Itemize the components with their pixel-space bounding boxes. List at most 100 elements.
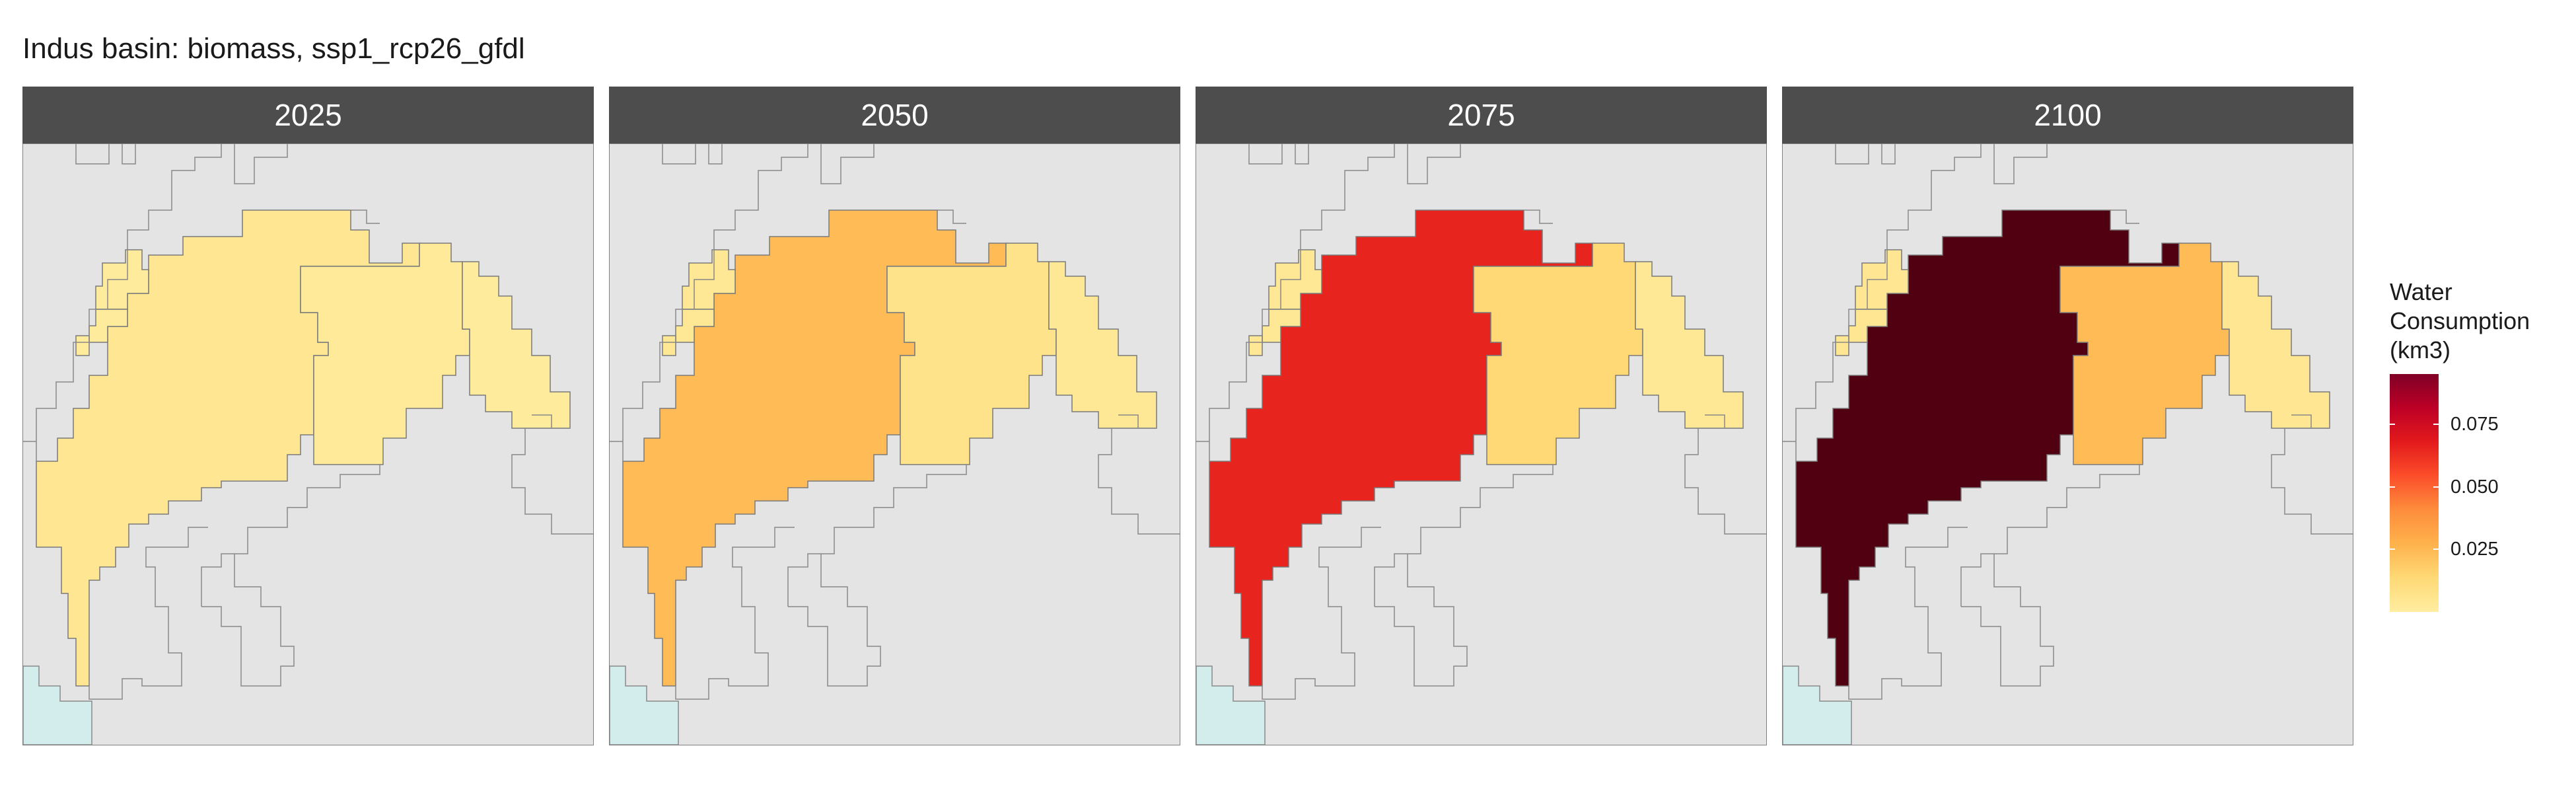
sea-area [1783, 665, 1852, 745]
panel-label: 2025 [274, 98, 342, 132]
map-panel-2050: 2050 [609, 87, 1180, 745]
map-area [1196, 143, 1767, 745]
boundary-line [1118, 414, 1139, 428]
basin-map [23, 144, 593, 745]
boundary-line [532, 414, 552, 428]
legend-tick-mark [2433, 423, 2439, 425]
boundary-line [622, 144, 808, 461]
sea-area [23, 665, 92, 745]
legend-tick-mark [2390, 423, 2395, 425]
boundary-line [234, 144, 288, 184]
boundary-line [1098, 428, 1180, 535]
subbasin-upper-west [662, 335, 676, 356]
basin-map [1196, 144, 1766, 745]
boundary-line [1961, 554, 2054, 687]
subbasin-upper-west [89, 309, 128, 343]
boundary-line [1835, 144, 1869, 165]
boundary-line [788, 554, 881, 687]
boundary-line [1684, 428, 1766, 535]
boundary-line [1960, 465, 2140, 607]
panel-strip: 2075 [1196, 87, 1767, 143]
boundary-line [675, 547, 769, 700]
boundary-line [2291, 414, 2312, 428]
boundary-line [1335, 527, 1381, 548]
panel-label: 2100 [2034, 98, 2102, 132]
boundary-line [820, 144, 875, 184]
legend-tick-label: 0.025 [2451, 539, 2499, 560]
boundary-line [1524, 209, 1553, 224]
boundary-line [1295, 144, 1309, 165]
color-legend: Water Consumption (km3) 0.075 0.050 0.02… [2390, 278, 2530, 612]
legend-colorbar [2390, 374, 2439, 612]
map-panel-2075: 2075 [1196, 87, 1767, 745]
legend-tick-label: 0.050 [2451, 476, 2499, 498]
legend-tick-label: 0.075 [2451, 413, 2499, 435]
sea-area [1196, 665, 1266, 745]
sea-area [610, 665, 679, 745]
boundary-line [1705, 414, 1725, 428]
subbasin-upper-west [1262, 309, 1301, 343]
legend-title-line: Water [2390, 278, 2452, 305]
legend-title-line: Consumption [2390, 307, 2530, 334]
boundary-line [708, 144, 723, 165]
boundary-line [937, 209, 966, 224]
subbasin-east [2059, 243, 2230, 465]
subbasin-upper-west [1248, 335, 1263, 356]
map-area [1782, 143, 2353, 745]
boundary-line [1374, 465, 1554, 607]
map-area [609, 143, 1180, 745]
panel-strip: 2100 [1782, 87, 2353, 143]
subbasin-northeast [1048, 261, 1157, 429]
basin-map [1783, 144, 2353, 745]
subbasin-upper-west [1835, 335, 1849, 356]
subbasin-east [1473, 243, 1643, 465]
legend-tick-mark [2433, 548, 2439, 550]
map-area [22, 143, 594, 745]
legend-title: Water Consumption (km3) [2390, 278, 2530, 365]
boundary-line [662, 144, 696, 165]
boundary-line [75, 144, 110, 165]
subbasin-upper-west [675, 309, 715, 343]
boundary-line [162, 527, 208, 548]
boundary-line [1921, 527, 1968, 548]
panel-strip: 2050 [609, 87, 1180, 143]
map-panel-2100: 2100 [1782, 87, 2353, 745]
subbasin-northeast [1635, 261, 1744, 429]
legend-title-line: (km3) [2390, 336, 2451, 363]
boundary-line [748, 527, 795, 548]
boundary-line [2110, 209, 2139, 224]
basin-map [610, 144, 1180, 745]
boundary-line [201, 465, 380, 607]
legend-tick-mark [2390, 548, 2395, 550]
panel-strip: 2025 [22, 87, 594, 143]
boundary-line [1795, 144, 1982, 461]
boundary-line [89, 547, 182, 700]
page-title: Indus basin: biomass, ssp1_rcp26_gfdl [22, 32, 525, 65]
subbasin-east [300, 243, 470, 465]
boundary-line [122, 144, 136, 165]
boundary-line [1993, 144, 2048, 184]
boundary-line [1848, 547, 1942, 700]
subbasin-northeast [2221, 261, 2330, 429]
subbasin-east [886, 243, 1057, 465]
subbasin-upper-west [1848, 309, 1888, 343]
panel-label: 2050 [861, 98, 929, 132]
boundary-line [201, 554, 295, 687]
boundary-line [511, 428, 593, 535]
boundary-line [787, 465, 967, 607]
boundary-line [1375, 554, 1468, 687]
boundary-line [1209, 144, 1395, 461]
subbasin-upper-west [75, 335, 90, 356]
legend-tick-mark [2433, 486, 2439, 488]
boundary-line [2271, 428, 2353, 535]
boundary-line [351, 209, 380, 224]
subbasin-northeast [462, 261, 571, 429]
map-panel-2025: 2025 [22, 87, 594, 745]
boundary-line [36, 144, 222, 461]
boundary-line [1407, 144, 1461, 184]
panel-label: 2075 [1447, 98, 1515, 132]
legend-tick-mark [2390, 486, 2395, 488]
boundary-line [1262, 547, 1355, 700]
boundary-line [1881, 144, 1896, 165]
boundary-line [1248, 144, 1283, 165]
